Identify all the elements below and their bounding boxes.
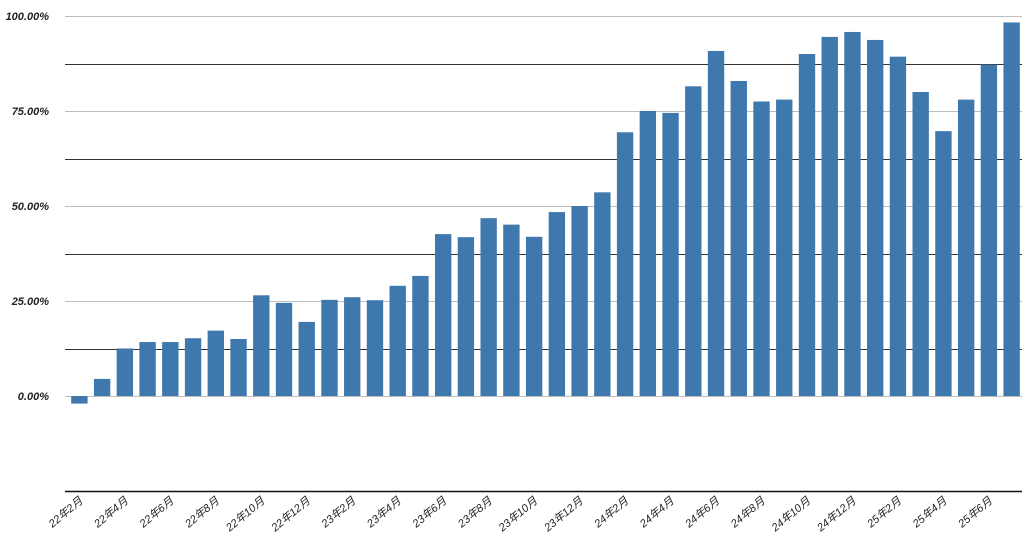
bar (275, 302, 293, 396)
bar (366, 300, 384, 396)
x-tick-label: 24年4月 (636, 494, 677, 531)
bar (253, 295, 270, 396)
bar (321, 299, 338, 396)
bar (298, 321, 315, 396)
x-tick-label: 22年2月 (45, 494, 86, 531)
x-axis: 22年2月 22年4月 22年6月 22年8月 22年10月 22年12月 23年2月 23年… (45, 494, 995, 535)
bar (867, 39, 884, 396)
y-tick-label: 50.00% (12, 201, 50, 213)
bar-series (71, 22, 1020, 404)
y-tick-label: 75.00% (12, 106, 50, 118)
x-tick-label: 24年12月 (814, 494, 859, 535)
bar (707, 50, 725, 397)
y-tick-label: 100.00% (6, 11, 50, 23)
x-tick-label: 23年2月 (318, 494, 359, 531)
x-tick-label: 24年2月 (591, 494, 632, 531)
bar (480, 218, 497, 396)
y-tick-label: 25.00% (11, 296, 50, 308)
bar (71, 396, 88, 404)
bar (776, 99, 793, 396)
bar (344, 297, 361, 396)
x-tick-label: 24年8月 (727, 494, 768, 531)
bar (685, 86, 702, 397)
y-tick-label: 0.00% (18, 391, 49, 403)
bar (207, 330, 224, 396)
x-tick-label: 23年12月 (541, 494, 586, 535)
bar (457, 237, 475, 396)
bar (162, 342, 179, 396)
x-tick-label: 22年8月 (182, 494, 223, 531)
bar (753, 101, 770, 396)
bar (594, 192, 611, 396)
bar (912, 92, 929, 396)
bar (935, 131, 952, 396)
bar (548, 212, 566, 396)
bar (730, 80, 747, 396)
x-tick-label: 23年10月 (495, 494, 540, 535)
bar (957, 99, 975, 396)
x-tick-label: 22年4月 (91, 494, 132, 531)
bar (230, 339, 247, 396)
x-tick-label: 25年4月 (909, 494, 950, 531)
bar (503, 224, 520, 396)
bar (798, 54, 816, 396)
x-tick-label: 25年2月 (864, 494, 905, 531)
bar (844, 31, 861, 397)
bar (412, 275, 429, 396)
bar (1003, 22, 1020, 397)
x-tick-label: 23年6月 (409, 494, 450, 531)
bar (980, 64, 998, 396)
bar (616, 132, 634, 396)
bar (889, 56, 907, 396)
bar (525, 236, 543, 396)
bar (571, 206, 588, 396)
x-tick-label: 24年6月 (682, 494, 723, 531)
x-tick-label: 22年12月 (268, 494, 313, 535)
x-tick-label: 22年10月 (222, 494, 267, 535)
bar (184, 338, 202, 396)
x-tick-label: 23年4月 (364, 494, 405, 531)
y-axis: 0.00% 25.00% 50.00% 75.00% 100.00% (6, 11, 50, 403)
bar (434, 234, 452, 396)
x-tick-label: 24年10月 (768, 494, 813, 535)
x-tick-label: 22年6月 (136, 494, 177, 531)
bar (821, 36, 838, 397)
bar (662, 112, 679, 397)
x-tick-label: 23年8月 (455, 494, 496, 531)
bar (116, 348, 134, 396)
bar (389, 285, 406, 396)
bar (139, 342, 156, 396)
grid-lines (65, 16, 1022, 493)
x-tick-label: 25年6月 (955, 494, 996, 531)
bar (639, 111, 657, 396)
bar (93, 378, 111, 396)
